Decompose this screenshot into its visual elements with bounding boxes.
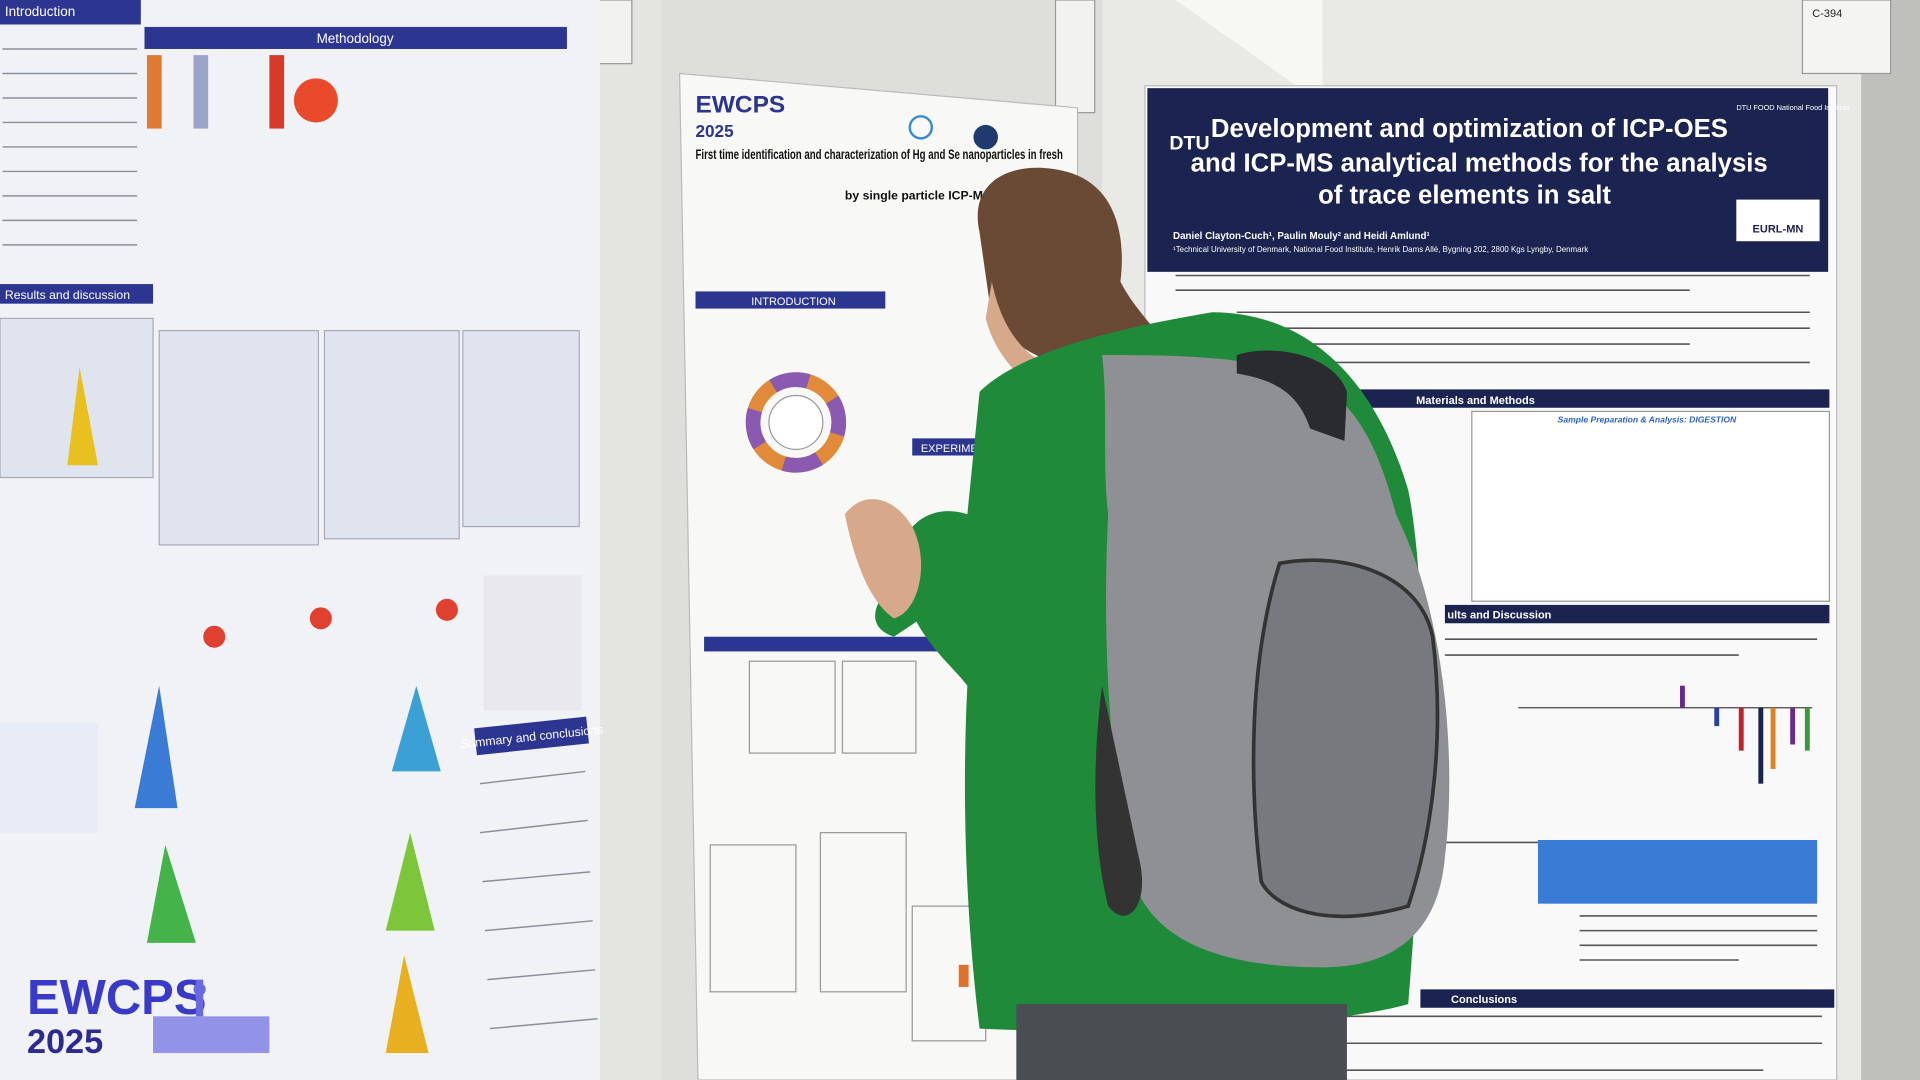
section-header bbox=[1346, 389, 1830, 408]
section-title: INTRODUCTION bbox=[751, 296, 835, 308]
affiliation: ¹Technical University of Denmark, Nation… bbox=[1173, 245, 1588, 254]
section-title: Results and discussion bbox=[5, 288, 130, 302]
section-header bbox=[474, 716, 589, 756]
section-title: EXPERIMEN bbox=[921, 443, 986, 455]
section-header bbox=[144, 26, 567, 49]
figure-panels bbox=[0, 317, 580, 546]
section-title: Methodology bbox=[317, 31, 394, 46]
logo: EWCPS bbox=[696, 92, 786, 119]
section-header bbox=[1420, 989, 1835, 1008]
badge-box bbox=[1736, 199, 1820, 242]
watermark-year: 2025 bbox=[27, 1023, 103, 1061]
section-header bbox=[704, 636, 998, 652]
poster-title: by single particle ICP-MS bbox=[845, 189, 991, 203]
poster-title: Development and optimization of ICP-OES bbox=[1211, 115, 1728, 143]
section-title: Conclusions bbox=[1451, 994, 1517, 1006]
section-title: Materials and Methods bbox=[1416, 395, 1535, 407]
section-title: Introduction bbox=[5, 4, 75, 19]
poster-title: First time identification and characteri… bbox=[696, 147, 1063, 162]
poster-title: and ICP-MS analytical methods for the an… bbox=[1191, 149, 1768, 177]
section-header bbox=[695, 291, 886, 309]
note-card bbox=[1054, 0, 1096, 114]
badge: EURL-MN bbox=[1753, 224, 1804, 236]
subsection-title: Sample Preparation & Analysis: DIGESTION bbox=[1558, 414, 1737, 424]
panel-frame bbox=[1861, 0, 1920, 1080]
partner-logo bbox=[908, 115, 934, 140]
light-glare bbox=[1175, 0, 1323, 105]
tag-card bbox=[1801, 0, 1892, 75]
boxplot bbox=[958, 964, 969, 987]
section-title: ults and Discussion bbox=[1447, 609, 1551, 621]
poster-title: of trace elements in salt bbox=[1318, 181, 1611, 209]
partner-logo bbox=[973, 124, 998, 150]
table bbox=[1537, 840, 1818, 904]
skyline-logo bbox=[153, 979, 270, 1054]
person bbox=[844, 167, 1450, 1080]
text-lines bbox=[2, 48, 598, 1030]
bar-plot bbox=[1518, 685, 1813, 784]
plots bbox=[709, 660, 987, 1042]
authors: Daniel Clayton-Cuch¹, Paulin Mouly² and … bbox=[1173, 231, 1430, 242]
logo-year: 2025 bbox=[696, 121, 735, 141]
institute-logo: DTU bbox=[1169, 132, 1209, 154]
tag: C-394 bbox=[1812, 8, 1842, 20]
section-header bbox=[0, 284, 154, 304]
section-header bbox=[912, 438, 986, 456]
section-header bbox=[0, 0, 141, 25]
institute: DTU FOOD National Food Institute bbox=[1736, 103, 1850, 112]
figure-panel bbox=[1471, 410, 1830, 602]
cycle-diagram bbox=[745, 372, 847, 473]
poster-header bbox=[1147, 88, 1829, 272]
watermark: EWCPS bbox=[27, 971, 207, 1025]
section-header bbox=[1444, 604, 1830, 624]
illustrations bbox=[0, 55, 582, 1054]
